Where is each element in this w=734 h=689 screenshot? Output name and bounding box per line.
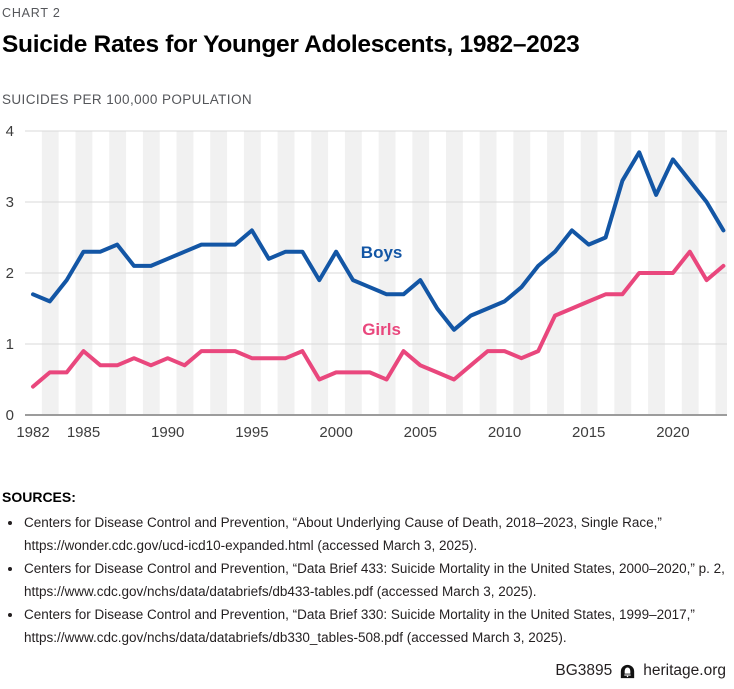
source-item: Centers for Disease Control and Preventi… — [23, 511, 732, 557]
line-chart: 0 1 2 3 4 1982 1985 1990 1995 2000 2005 2010 2015 202… — [2, 116, 732, 453]
chart-title: Suicide Rates for Younger Adolescents, 1… — [2, 31, 580, 58]
y-tick-label: 4 — [6, 123, 14, 140]
sources-section: SOURCES: Centers for Disease Control and… — [2, 489, 732, 649]
x-tick-label: 2015 — [572, 424, 605, 441]
chart-svg: 0 1 2 3 4 1982 1985 1990 1995 2000 2005 2010 2015 202… — [6, 123, 727, 441]
x-tick-label: 1982 — [16, 424, 49, 441]
y-tick-label: 1 — [6, 336, 14, 353]
site-label: heritage.org — [643, 662, 726, 679]
x-tick-label: 1990 — [151, 424, 184, 441]
sources-label: SOURCES: — [2, 489, 76, 505]
series-label-boys: Boys — [361, 243, 403, 262]
chart-page: CHART 2 Suicide Rates for Younger Adoles… — [0, 0, 734, 649]
x-tick-label: 2005 — [404, 424, 437, 441]
chart-kicker: CHART 2 — [2, 6, 61, 20]
report-credit: BG3895 heritage.org — [555, 662, 726, 680]
series-line-boys — [31, 150, 726, 332]
y-tick-label: 3 — [6, 194, 14, 211]
series-line-girls — [31, 249, 726, 389]
chart-y-axis-title: SUICIDES PER 100,000 POPULATION — [2, 92, 252, 107]
x-tick-label: 2010 — [488, 424, 521, 441]
y-tick-label: 2 — [6, 265, 14, 282]
series-label-girls: Girls — [362, 320, 401, 339]
heritage-logo-icon — [619, 664, 636, 679]
source-item: Centers for Disease Control and Preventi… — [23, 557, 732, 603]
x-tick-label: 1995 — [235, 424, 268, 441]
report-id: BG3895 — [555, 662, 613, 679]
x-tick-label: 1985 — [67, 424, 100, 441]
source-item: Centers for Disease Control and Preventi… — [23, 603, 732, 649]
y-tick-label: 0 — [6, 407, 14, 424]
x-tick-label: 2020 — [656, 424, 689, 441]
x-tick-label: 2000 — [319, 424, 352, 441]
sources-list: Centers for Disease Control and Preventi… — [2, 511, 732, 649]
